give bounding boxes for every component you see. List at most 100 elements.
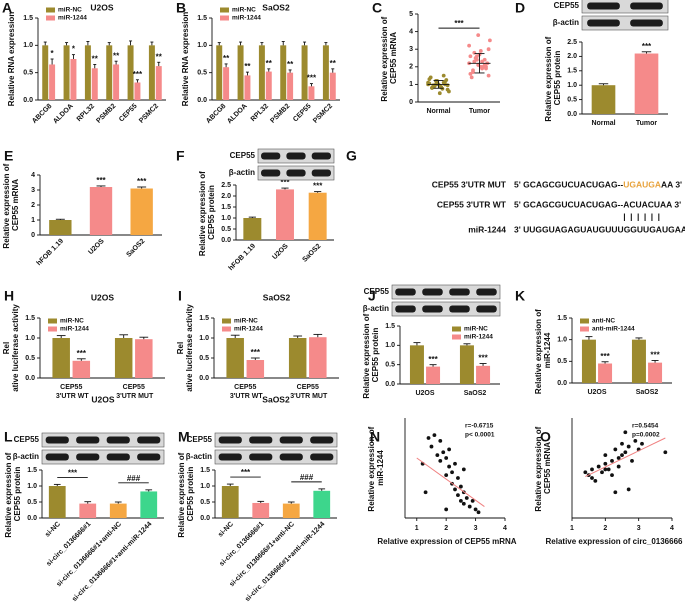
significance: *** <box>137 177 147 186</box>
blot-label: β-actin <box>186 452 212 461</box>
y-tick-label: 1.0 <box>25 335 35 342</box>
error-bar <box>250 357 260 360</box>
significance: ** <box>223 54 230 63</box>
legend-swatch <box>580 318 589 324</box>
x-tick-label: 4 <box>670 525 674 532</box>
blot-label: CEP55 <box>14 435 40 444</box>
y-tick-label: 0.5 <box>221 226 231 233</box>
blot-label: β-actin <box>13 452 39 461</box>
point <box>423 490 428 495</box>
error-bar <box>119 334 129 338</box>
error-bar <box>84 501 92 504</box>
point <box>663 450 668 455</box>
point <box>623 430 628 435</box>
error-bar <box>129 40 133 46</box>
y-axis-title: Relative luciferase activity <box>176 304 194 392</box>
y-tick-label: 0.5 <box>557 358 567 365</box>
significance: *** <box>642 42 652 51</box>
y-axis-title: Relative expression of CEP55 mRNA <box>534 424 552 511</box>
blot-band <box>279 436 303 444</box>
significance: *** <box>600 352 610 361</box>
legend-swatch <box>580 326 589 332</box>
point <box>603 461 608 466</box>
significance: *** <box>280 178 290 187</box>
y-tick-label: 1.0 <box>221 215 231 222</box>
point <box>472 59 477 64</box>
statistic: p=0.0002 <box>632 432 660 439</box>
panel-letter: G <box>346 148 357 164</box>
error-bar <box>267 68 271 72</box>
blot-band <box>630 19 663 27</box>
x-tick-label: 2 <box>444 525 448 532</box>
bar <box>134 82 141 100</box>
blot-band <box>76 436 100 444</box>
bar <box>288 338 307 378</box>
statistic: p< 0.0001 <box>465 432 495 439</box>
bar <box>221 486 239 518</box>
point <box>467 43 471 48</box>
bar <box>243 218 262 240</box>
x-tick-label: si-circ_0136666#1+anti-NC <box>55 521 123 589</box>
error-bar <box>224 63 228 68</box>
error-bar <box>281 41 285 46</box>
y-tick-label: 1.0 <box>199 335 209 342</box>
error-bar <box>313 333 323 338</box>
y-tick-label: 0.0 <box>200 515 210 522</box>
y-tick-label: 0.0 <box>567 111 577 118</box>
bar <box>84 45 91 100</box>
point <box>453 487 457 492</box>
blot-band <box>45 453 69 461</box>
bar <box>265 71 272 100</box>
blot-label: CEP55 <box>187 435 213 444</box>
panel-title: U2OS <box>91 292 114 302</box>
panel-letter: O <box>540 429 551 445</box>
significance: *** <box>313 182 323 191</box>
bar <box>280 45 287 100</box>
point <box>450 470 454 475</box>
significance: *** <box>96 176 106 185</box>
error-bar <box>139 336 149 340</box>
x-tick-label: PSMC2 <box>312 103 334 125</box>
bar <box>140 491 158 518</box>
point <box>476 510 481 515</box>
error-bar <box>303 41 307 46</box>
y-tick-label: 1.0 <box>567 82 577 89</box>
x-tick-label: 2 <box>603 525 607 532</box>
bar <box>322 45 329 100</box>
error-bar <box>585 336 593 340</box>
blot-band <box>249 436 273 444</box>
y-axis-title: Relative expression of CEP55 protein <box>362 311 380 398</box>
x-tick-label: ABCG8 <box>205 103 227 125</box>
point <box>480 59 484 64</box>
error-bar <box>239 41 243 46</box>
point <box>458 498 463 503</box>
legend-swatch <box>220 15 229 21</box>
point <box>613 490 618 495</box>
point <box>469 75 474 80</box>
error-bar <box>287 501 295 504</box>
y-tick-label: 2 <box>409 64 413 71</box>
blot-band <box>218 436 242 444</box>
bar <box>106 45 113 100</box>
point <box>447 447 452 452</box>
x-axis-title: Relative expression of circ_0136666 <box>546 537 684 546</box>
point <box>453 461 457 466</box>
y-tick-label: 0.5 <box>23 70 33 77</box>
panel-letter: C <box>372 0 382 16</box>
blot-band <box>311 169 331 177</box>
x-tick-label: Tumor <box>636 120 658 127</box>
point <box>471 70 475 74</box>
x-tick-label: RPL32 <box>76 103 96 123</box>
error-bar <box>260 42 264 46</box>
blot-strip <box>41 432 165 448</box>
error-bar <box>479 363 487 366</box>
panel-title: U2OS <box>90 2 113 12</box>
panel-letter: H <box>4 288 14 304</box>
error-bar <box>145 489 153 492</box>
blot-band <box>137 453 161 461</box>
legend-label: miR-NC <box>232 7 256 14</box>
y-tick-label: 0.0 <box>221 237 231 244</box>
x-tick-label: U2OS <box>587 389 606 396</box>
bar <box>476 365 491 384</box>
legend-swatch <box>46 15 55 21</box>
